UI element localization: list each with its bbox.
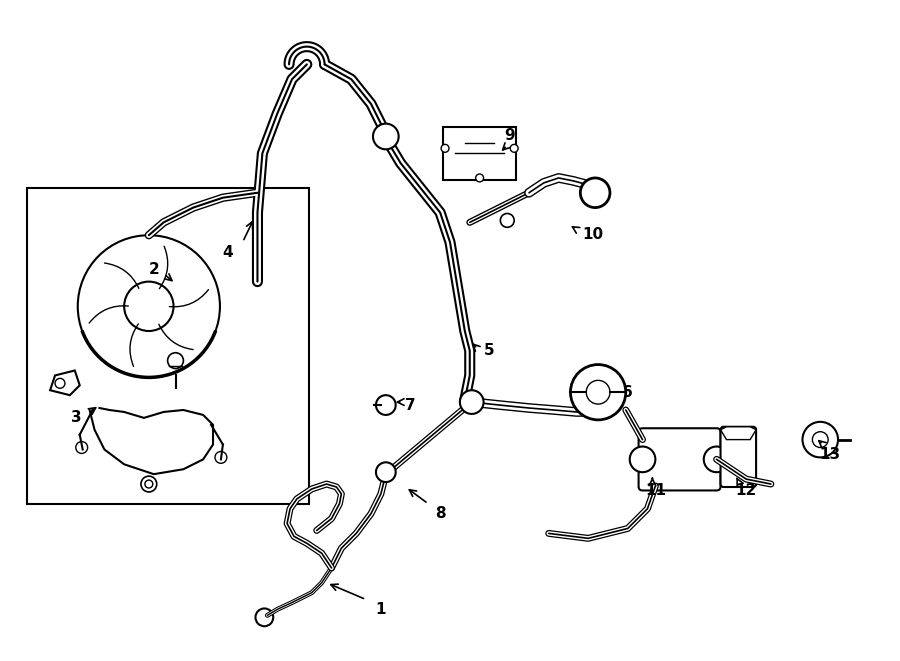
Text: 10: 10 bbox=[582, 227, 604, 242]
Circle shape bbox=[145, 480, 153, 488]
FancyBboxPatch shape bbox=[639, 428, 721, 490]
Text: 4: 4 bbox=[222, 245, 233, 260]
FancyArrowPatch shape bbox=[89, 306, 129, 323]
Circle shape bbox=[460, 390, 483, 414]
Text: 7: 7 bbox=[405, 397, 416, 412]
Polygon shape bbox=[50, 370, 80, 395]
Circle shape bbox=[813, 432, 828, 447]
FancyArrowPatch shape bbox=[169, 290, 209, 307]
Circle shape bbox=[256, 609, 274, 626]
Text: 11: 11 bbox=[645, 483, 666, 498]
Text: 6: 6 bbox=[623, 385, 633, 400]
Text: 13: 13 bbox=[820, 447, 841, 462]
Text: 1: 1 bbox=[375, 602, 386, 617]
Circle shape bbox=[77, 235, 220, 377]
Circle shape bbox=[215, 451, 227, 463]
Circle shape bbox=[586, 380, 610, 404]
FancyBboxPatch shape bbox=[721, 427, 756, 487]
Circle shape bbox=[76, 442, 87, 453]
FancyArrowPatch shape bbox=[159, 325, 194, 350]
Circle shape bbox=[376, 462, 396, 482]
Circle shape bbox=[510, 144, 518, 152]
Text: 12: 12 bbox=[735, 483, 757, 498]
Circle shape bbox=[376, 395, 396, 415]
Circle shape bbox=[803, 422, 838, 457]
FancyArrowPatch shape bbox=[159, 247, 167, 289]
FancyArrowPatch shape bbox=[104, 263, 139, 288]
FancyArrowPatch shape bbox=[130, 324, 139, 366]
Circle shape bbox=[580, 178, 610, 208]
Circle shape bbox=[704, 447, 729, 472]
Circle shape bbox=[500, 214, 514, 227]
Text: 3: 3 bbox=[71, 410, 82, 426]
Circle shape bbox=[373, 124, 399, 149]
Circle shape bbox=[441, 144, 449, 152]
Circle shape bbox=[141, 476, 157, 492]
FancyBboxPatch shape bbox=[443, 127, 517, 180]
Circle shape bbox=[167, 353, 184, 369]
Bar bbox=[27, 188, 309, 504]
Polygon shape bbox=[721, 427, 756, 440]
Circle shape bbox=[55, 378, 65, 388]
Circle shape bbox=[124, 282, 174, 331]
Text: 9: 9 bbox=[504, 128, 515, 143]
Circle shape bbox=[476, 174, 483, 182]
Text: 2: 2 bbox=[148, 262, 159, 277]
Circle shape bbox=[571, 365, 626, 420]
Text: 5: 5 bbox=[484, 343, 495, 358]
Text: 8: 8 bbox=[435, 506, 446, 521]
Circle shape bbox=[630, 447, 655, 472]
